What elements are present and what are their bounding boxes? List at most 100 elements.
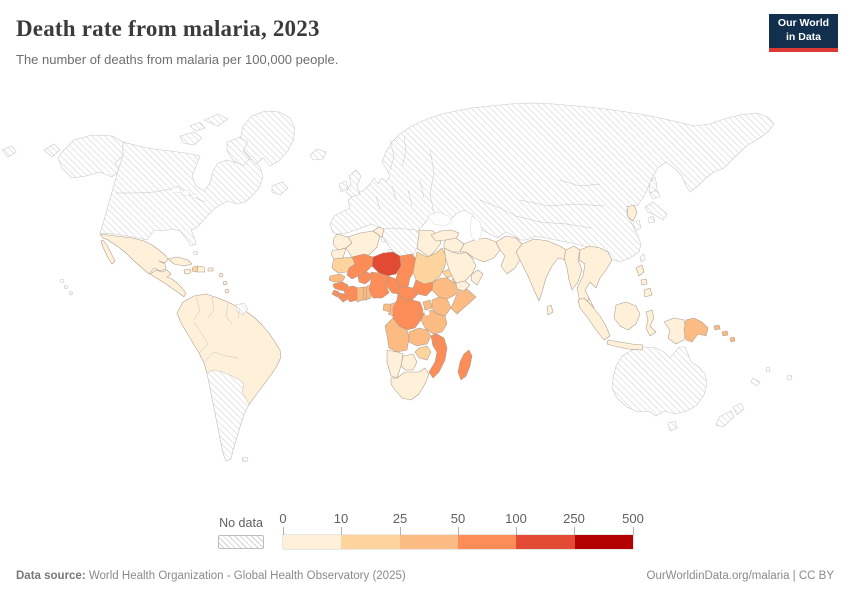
island-solomon-3[interactable] (729, 336, 736, 343)
country-alaska[interactable] (57, 134, 124, 179)
island-hawaii-3[interactable] (68, 290, 74, 296)
country-south-africa[interactable] (390, 367, 430, 401)
country-uk[interactable] (345, 169, 362, 198)
country-ethiopia[interactable] (431, 277, 462, 300)
island-ellesmere[interactable] (203, 113, 229, 127)
country-greenland[interactable] (239, 110, 296, 167)
region-central-america[interactable] (149, 269, 187, 298)
region-myanmar-bangladesh[interactable] (563, 245, 583, 291)
country-canada-usa[interactable] (99, 141, 264, 247)
island-newfoundland[interactable] (271, 181, 289, 196)
island-falklands[interactable] (241, 456, 249, 463)
country-sierra-leone[interactable] (331, 289, 340, 298)
island-sulawesi[interactable] (645, 309, 657, 337)
region-southern-cone[interactable] (206, 369, 250, 462)
country-madagascar[interactable] (457, 349, 473, 381)
country-western-sahara[interactable] (330, 247, 347, 260)
country-iran[interactable] (459, 237, 501, 263)
island-vanuatu[interactable] (765, 366, 771, 373)
country-somalia[interactable] (450, 283, 477, 315)
legend-segment-250-500[interactable] (574, 535, 633, 549)
island-victoria[interactable] (179, 131, 203, 146)
country-new-zealand-north[interactable] (732, 402, 745, 416)
owid-attribution-link[interactable]: OurWorldinData.org/malaria | CC BY (646, 570, 834, 582)
country-oman[interactable] (470, 269, 484, 286)
country-new-zealand-south[interactable] (715, 410, 735, 428)
country-cuba[interactable] (167, 256, 193, 267)
country-sudan[interactable] (412, 247, 447, 285)
legend-segment-100-250[interactable] (516, 535, 575, 549)
island-borneo[interactable] (613, 301, 641, 331)
island-taiwan[interactable] (639, 253, 646, 263)
legend-segment-0-10[interactable] (283, 535, 342, 549)
island-antilles-2[interactable] (222, 280, 228, 286)
country-tanzania[interactable] (420, 309, 448, 335)
legend-no-data-swatch[interactable] (218, 535, 264, 549)
country-japan-honshu[interactable] (644, 201, 668, 221)
island-visayas[interactable] (640, 278, 648, 286)
country-botswana[interactable] (400, 353, 418, 371)
country-gabon[interactable] (382, 303, 392, 313)
region-baja-california[interactable] (100, 239, 116, 265)
country-mozambique[interactable] (428, 333, 448, 379)
country-kenya[interactable] (431, 296, 452, 317)
country-nigeria[interactable] (368, 271, 390, 299)
country-south-korea[interactable] (632, 219, 642, 232)
island-hawaii-1[interactable] (59, 278, 65, 284)
country-angola[interactable] (384, 317, 410, 353)
country-india[interactable] (515, 238, 570, 302)
region-afghanistan-pakistan[interactable] (495, 235, 523, 275)
legend-segment-50-100[interactable] (457, 535, 517, 549)
island-luzon[interactable] (635, 264, 645, 277)
country-saudi-arabia[interactable] (443, 247, 477, 284)
country-puerto-rico[interactable] (207, 267, 214, 272)
island-hawaii-2[interactable] (63, 284, 69, 290)
country-burkina-faso[interactable] (357, 271, 373, 285)
country-senegal[interactable] (328, 273, 346, 283)
country-mexico[interactable] (99, 233, 169, 275)
island-new-caledonia[interactable] (750, 377, 761, 387)
country-dominican-republic[interactable] (196, 265, 206, 273)
island-mindanao[interactable] (643, 287, 653, 298)
island-solomon-2[interactable] (721, 330, 729, 337)
country-sri-lanka[interactable] (546, 304, 554, 316)
region-syria-iraq[interactable] (443, 237, 465, 253)
island-solomon-1[interactable] (713, 324, 721, 331)
country-jamaica[interactable] (183, 268, 192, 275)
island-arctic-small[interactable] (189, 121, 206, 132)
region-west-papua[interactable] (663, 317, 687, 345)
country-uganda[interactable] (422, 299, 433, 311)
country-zambia[interactable] (408, 327, 432, 347)
country-libya[interactable] (381, 227, 420, 259)
country-japan-kyushu[interactable] (647, 215, 656, 224)
country-yemen[interactable] (455, 280, 471, 292)
country-zimbabwe[interactable] (414, 345, 432, 361)
country-namibia[interactable] (386, 349, 404, 379)
country-japan-hokkaido[interactable] (649, 189, 661, 200)
island-sumatra[interactable] (577, 297, 611, 341)
island-bahamas[interactable] (192, 250, 199, 256)
fragment-bering[interactable] (43, 143, 61, 158)
country-iceland[interactable] (309, 148, 327, 161)
country-cote-divoire[interactable] (343, 285, 359, 303)
country-australia[interactable] (611, 346, 708, 417)
country-algeria[interactable] (345, 230, 381, 258)
country-tunisia[interactable] (372, 226, 385, 238)
owid-logo[interactable]: Our World in Data (769, 14, 838, 52)
legend-color-bar[interactable] (283, 535, 633, 549)
country-papua-new-guinea[interactable] (683, 317, 709, 343)
country-turkey[interactable] (430, 229, 460, 242)
region-indochina[interactable] (576, 245, 613, 307)
legend-segment-10-25[interactable] (341, 535, 400, 549)
country-south-sudan[interactable] (412, 279, 434, 297)
island-antilles-3[interactable] (224, 288, 230, 294)
island-java[interactable] (606, 339, 644, 351)
country-drc[interactable] (392, 293, 424, 331)
island-fiji[interactable] (786, 374, 793, 381)
island-antilles-1[interactable] (218, 272, 224, 278)
country-north-korea[interactable] (626, 204, 638, 222)
island-tasmania[interactable] (667, 420, 678, 432)
island-baffin[interactable] (226, 136, 251, 167)
legend-segment-25-50[interactable] (399, 535, 458, 549)
